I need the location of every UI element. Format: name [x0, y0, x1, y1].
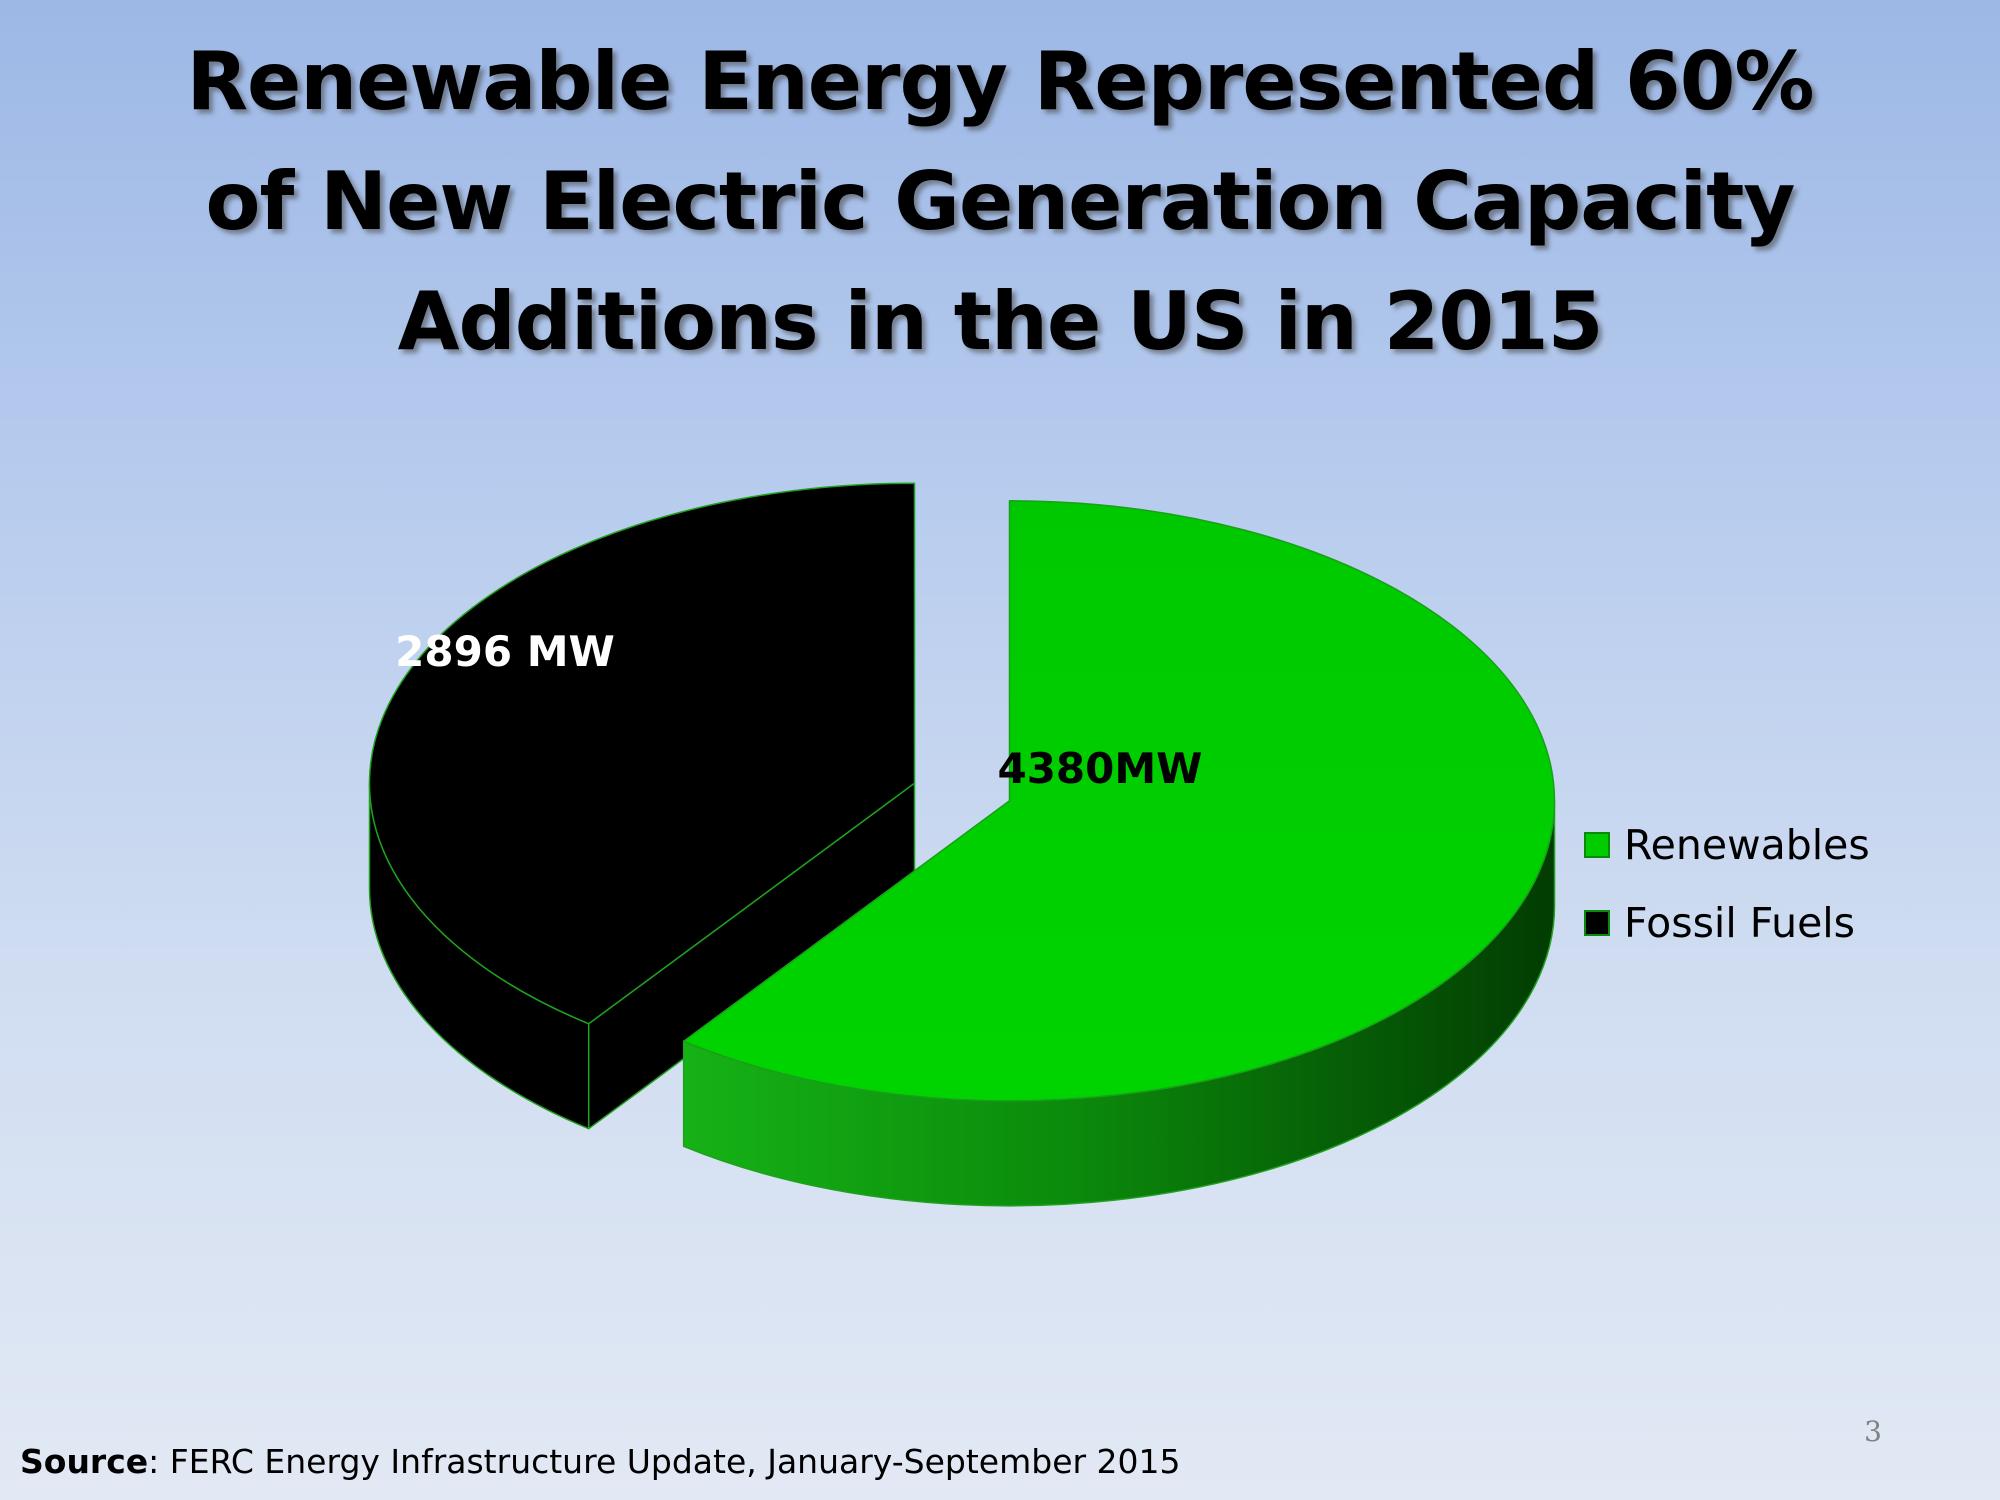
legend-swatch-fossil-fuels — [1584, 910, 1610, 936]
slide-title: Renewable Energy Represented 60% of New … — [100, 22, 1900, 382]
source-label: Source — [20, 1442, 149, 1481]
legend-label-renewables: Renewables — [1624, 821, 1870, 869]
source-text: : FERC Energy Infrastructure Update, Jan… — [148, 1442, 1181, 1481]
legend-item-renewables: Renewables — [1584, 806, 1870, 884]
chart-legend: Renewables Fossil Fuels — [1584, 806, 1870, 962]
title-line-3: Additions in the US in 2015 — [397, 275, 1604, 368]
title-line-2: of New Electric Generation Capacity — [205, 155, 1796, 248]
page-number: 3 — [1864, 1415, 1882, 1448]
source-note: Source: FERC Energy Infrastructure Updat… — [20, 1442, 1181, 1481]
data-label-fossil-fuels: 2896 MW — [395, 627, 615, 676]
legend-label-fossil-fuels: Fossil Fuels — [1624, 899, 1856, 947]
legend-item-fossil-fuels: Fossil Fuels — [1584, 884, 1870, 962]
legend-swatch-renewables — [1584, 832, 1610, 858]
renewables-slice — [682, 500, 1556, 1102]
fossil-fuels-slice — [368, 482, 916, 1025]
data-label-renewables: 4380MW — [997, 744, 1202, 793]
title-line-1: Renewable Energy Represented 60% — [186, 35, 1814, 128]
